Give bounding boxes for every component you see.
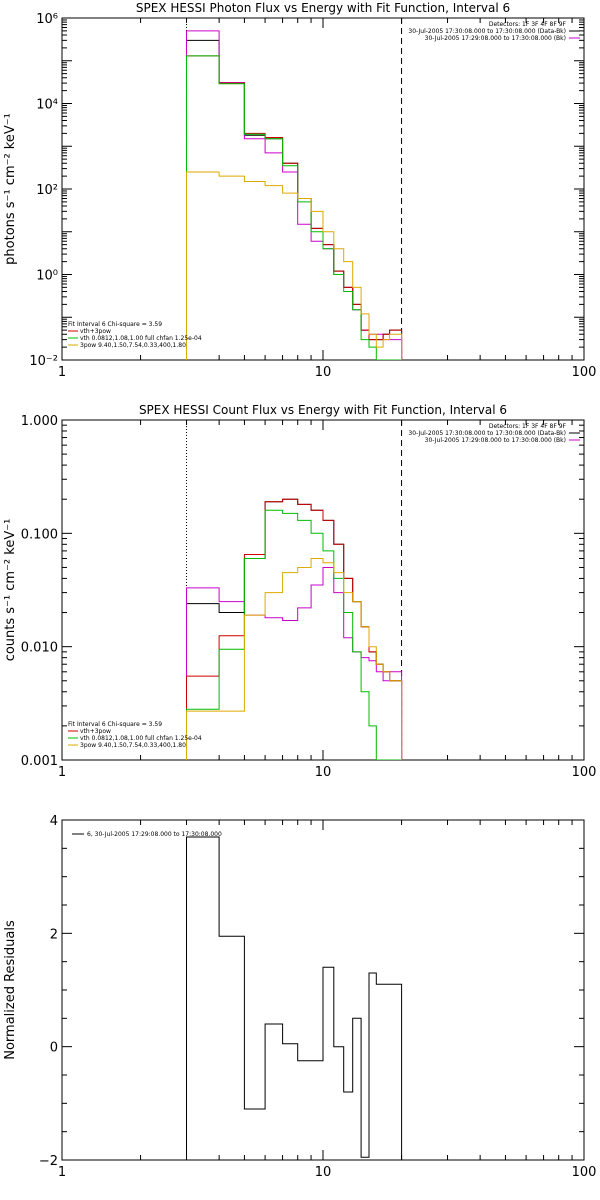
y-tick-label: 10⁻²	[29, 354, 58, 369]
y-tick-label: −2	[39, 1154, 58, 1169]
y-tick-label: 2	[50, 927, 58, 942]
stats-line-3: vth 0.0812,1.08,1.00 full chfan 1.25e-04	[80, 335, 202, 342]
y-axis-title: Normalized Residuals	[3, 920, 18, 1060]
y-axis-title: photons s⁻¹ cm⁻² keV⁻¹	[3, 113, 18, 265]
header-line-2: 30-Jul-2005 17:30:08.000 to 17:30:08.000…	[408, 430, 566, 437]
header-line-1: Detectors: 1F 3F 4F 8F 9F	[489, 423, 567, 430]
x-tick-label: 1	[58, 1165, 66, 1180]
header-line-1: Detectors: 1F 3F 4F 8F 9F	[489, 21, 567, 28]
x-tick-label: 10	[315, 365, 332, 380]
y-tick-label: 0.100	[21, 527, 58, 542]
series-group	[186, 30, 403, 360]
x-tick-label: 100	[572, 765, 597, 780]
header-line-3: 30-Jul-2005 17:29:08.000 to 17:30:08.000…	[425, 437, 566, 444]
x-tick-label: 100	[572, 365, 597, 380]
x-tick-label: 1	[58, 765, 66, 780]
residual-legend-text: 6, 30-Jul-2005 17:29:08.000 to 17:30:08.…	[87, 831, 222, 838]
x-tick-label: 100	[572, 1165, 597, 1180]
stats-line-1: Fit Interval 6 Chi-square = 3.59	[68, 721, 162, 728]
series-1-histogram	[186, 836, 403, 1160]
x-tick-label: 10	[315, 765, 332, 780]
series-group	[186, 836, 403, 1160]
header-line-3: 30-Jul-2005 17:29:08.000 to 17:30:08.000…	[425, 35, 566, 42]
stats-line-4: 3pow 9.40,1.50,7.54,0.33,400,1.80	[80, 742, 186, 749]
y-axis-title: counts s⁻¹ cm⁻² keV⁻¹	[3, 519, 18, 662]
stats-line-4: 3pow 9.40,1.50,7.54,0.33,400,1.80	[80, 342, 186, 349]
series-4-histogram	[186, 509, 402, 760]
stats-line-2: vth+3pow	[80, 328, 111, 335]
stats-line-2: vth+3pow	[80, 728, 111, 735]
chart-panel-2: SPEX HESSI Count Flux vs Energy with Fit…	[3, 403, 596, 780]
series-4-histogram	[186, 55, 402, 360]
y-tick-label: 0.010	[21, 641, 58, 656]
stats-line-1: Fit Interval 6 Chi-square = 3.59	[68, 321, 162, 328]
chart-title: SPEX HESSI Photon Flux vs Energy with Fi…	[136, 1, 510, 15]
header-line-2: 30-Jul-2005 17:30:08.000 to 17:30:08.000…	[408, 28, 566, 35]
y-tick-label: 10⁶	[36, 12, 58, 27]
y-tick-label: 10²	[36, 183, 58, 198]
x-tick-label: 10	[315, 1165, 332, 1180]
y-tick-label: 10⁰	[36, 269, 58, 284]
y-tick-label: 10⁴	[36, 98, 58, 113]
series-5-histogram	[186, 558, 403, 760]
x-tick-label: 1	[58, 365, 66, 380]
chart-panel-3: 1 10 100 −2 0 2 4 Normalized Residuals 6, 30-Jul…	[3, 814, 596, 1180]
y-tick-label: 1.000	[21, 414, 58, 429]
y-tick-label: 4	[50, 814, 58, 829]
chart-panel-1: SPEX HESSI Photon Flux vs Energy with Fi…	[3, 1, 596, 380]
y-tick-label: 0.001	[21, 754, 58, 769]
series-5-histogram	[186, 171, 403, 360]
chart-title: SPEX HESSI Count Flux vs Energy with Fit…	[139, 403, 507, 417]
series-group	[186, 498, 403, 760]
y-tick-label: 0	[50, 1041, 58, 1056]
stats-line-3: vth 0.0812,1.08,1.00 full chfan 1.25e-04	[80, 735, 202, 742]
